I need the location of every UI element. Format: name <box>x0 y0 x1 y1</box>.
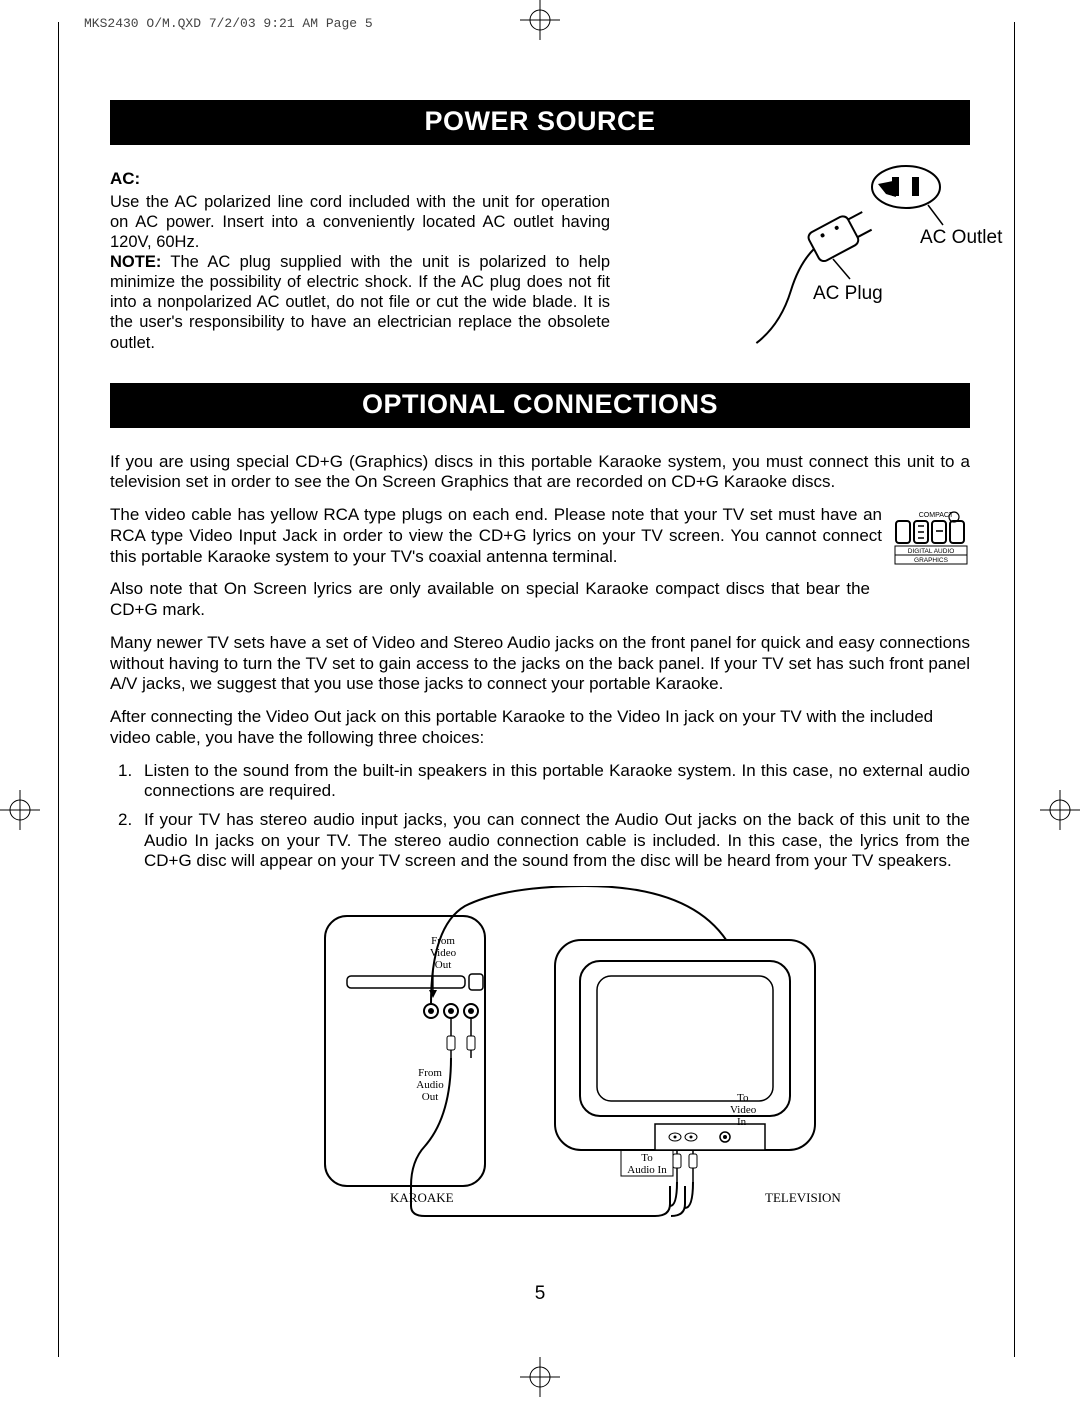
list-item: 2. If your TV has stereo audio input jac… <box>118 810 970 872</box>
page-number: 5 <box>535 1283 546 1305</box>
page-content: POWER SOURCE AC: Use the AC polarized li… <box>110 100 970 1221</box>
ac-label: AC: <box>110 169 610 190</box>
karaoke-label: KAROAKE <box>390 1190 454 1205</box>
svg-text:In: In <box>737 1116 747 1128</box>
power-source-section: AC: Use the AC polarized line cord inclu… <box>110 169 970 353</box>
power-source-heading: POWER SOURCE <box>110 100 970 145</box>
choices-list: 1. Listen to the sound from the built-in… <box>118 761 970 873</box>
oc-paragraph-5: After connecting the Video Out jack on t… <box>110 707 970 748</box>
oc-paragraph-3: Also note that On Screen lyrics are only… <box>110 579 870 620</box>
oc-paragraph-1: If you are using special CD+G (Graphics)… <box>110 452 970 493</box>
trim-line-right <box>1014 22 1015 1357</box>
ac-plug-label: AC Plug <box>813 283 883 304</box>
ac-paragraph-1: Use the AC polarized line cord included … <box>110 192 610 252</box>
svg-text:GRAPHICS: GRAPHICS <box>914 557 949 564</box>
svg-text:To: To <box>737 1092 749 1104</box>
list-number: 1. <box>118 761 144 802</box>
connection-diagram: From Video Out From Audio Out <box>225 886 855 1221</box>
list-body: If your TV has stereo audio input jacks,… <box>144 810 970 872</box>
svg-text:Video: Video <box>430 947 457 959</box>
svg-text:Audio: Audio <box>416 1079 444 1091</box>
note-label: NOTE: <box>110 253 161 271</box>
ac-text-block: AC: Use the AC polarized line cord inclu… <box>110 169 610 353</box>
svg-text:Video: Video <box>730 1104 757 1116</box>
crop-mark-left-icon <box>0 790 40 830</box>
optional-connections-heading: OPTIONAL CONNECTIONS <box>110 383 970 428</box>
crop-mark-right-icon <box>1040 790 1080 830</box>
svg-text:Out: Out <box>422 1091 439 1103</box>
ac-plug-diagram: AC Outlet AC Plug <box>678 159 1008 349</box>
svg-text:Out: Out <box>435 959 452 971</box>
svg-text:DIGITAL AUDIO: DIGITAL AUDIO <box>908 548 955 555</box>
ac-note-paragraph: NOTE: The AC plug supplied with the unit… <box>110 252 610 353</box>
television-label: TELEVISION <box>765 1190 841 1205</box>
svg-text:From: From <box>418 1067 442 1079</box>
crop-mark-top-icon <box>520 0 560 40</box>
page-header: MKS2430 O/M.QXD 7/2/03 9:21 AM Page 5 <box>84 16 373 31</box>
ac-outlet-label: AC Outlet <box>920 227 1003 248</box>
svg-text:From: From <box>431 935 455 947</box>
list-item: 1. Listen to the sound from the built-in… <box>118 761 970 802</box>
oc-paragraph-2: The video cable has yellow RCA type plug… <box>110 505 970 567</box>
oc-paragraph-4: Many newer TV sets have a set of Video a… <box>110 633 970 695</box>
list-body: Listen to the sound from the built-in sp… <box>144 761 970 802</box>
note-body: The AC plug supplied with the unit is po… <box>110 253 610 352</box>
crop-mark-bottom-icon <box>520 1357 560 1397</box>
svg-text:Audio In: Audio In <box>627 1164 667 1176</box>
trim-line-left <box>58 22 59 1357</box>
cdg-logo-icon: COMPACT DIGITAL AUDIO GRAPHICS <box>892 509 970 571</box>
svg-text:To: To <box>641 1152 653 1164</box>
optional-connections-section: If you are using special CD+G (Graphics)… <box>110 452 970 1221</box>
list-number: 2. <box>118 810 144 872</box>
